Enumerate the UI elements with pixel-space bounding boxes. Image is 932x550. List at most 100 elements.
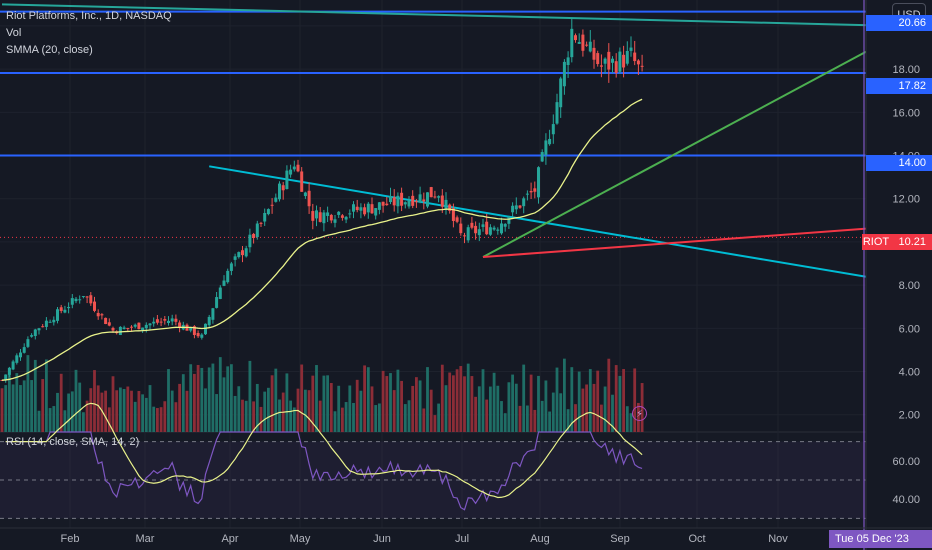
- volume-bar: [618, 375, 622, 432]
- volume-bar: [341, 407, 344, 432]
- volume-bar: [315, 365, 318, 432]
- volume-bar: [466, 363, 470, 432]
- volume-bar: [181, 374, 185, 432]
- volume-bar: [78, 382, 82, 432]
- candle-body: [237, 252, 241, 258]
- trendline: [209, 165, 891, 282]
- trendline: [1, 3, 932, 28]
- rsi-indicator-label[interactable]: RSI (14, close, SMA, 14, 2): [6, 436, 140, 448]
- candle-body: [625, 50, 629, 64]
- volume-bar: [137, 390, 141, 432]
- candle-body: [89, 295, 93, 304]
- volume-bar: [133, 401, 137, 432]
- volume-bar: [533, 409, 537, 432]
- candle-body: [133, 324, 137, 327]
- candle-body: [470, 222, 474, 228]
- candle-body: [370, 204, 374, 214]
- volume-bar: [304, 389, 307, 432]
- candle-body: [303, 192, 307, 197]
- candle-body: [381, 201, 385, 206]
- volume-bar: [452, 375, 455, 432]
- candle-body: [596, 53, 600, 65]
- volume-bar: [337, 385, 341, 432]
- candle-body: [85, 296, 89, 298]
- volume-bar: [440, 364, 444, 432]
- candle-body: [311, 211, 315, 221]
- volume-bar: [477, 386, 481, 432]
- volume-bar: [37, 410, 41, 432]
- candle-body: [492, 227, 496, 230]
- candle-body: [585, 44, 589, 46]
- candle-body: [540, 152, 544, 162]
- volume-bar: [311, 375, 315, 432]
- candle-body: [285, 170, 289, 190]
- volume-bar: [366, 367, 370, 432]
- volume-bar: [237, 386, 241, 432]
- candle-body: [385, 203, 389, 206]
- volume-bar: [115, 390, 119, 432]
- candle-body: [11, 361, 15, 370]
- candle-body: [496, 229, 500, 231]
- candle-body: [429, 187, 433, 198]
- volume-bar: [588, 369, 592, 432]
- candle-body: [522, 198, 526, 207]
- candle-body: [485, 221, 489, 235]
- candle-body: [52, 319, 56, 323]
- volume-bar: [174, 402, 178, 432]
- volume-bar: [496, 385, 500, 432]
- rsi-tick-label: 60.00: [892, 456, 920, 468]
- candle-body: [511, 205, 515, 213]
- candle-body: [359, 207, 363, 211]
- volume-bar: [233, 395, 237, 432]
- candle-body: [78, 299, 82, 301]
- candle-body: [451, 208, 455, 221]
- volume-bar: [74, 369, 78, 432]
- candle-body: [355, 206, 359, 211]
- volume-bar: [407, 400, 411, 432]
- candle-body: [537, 167, 540, 198]
- volume-bar: [193, 373, 196, 432]
- candle-body: [96, 312, 100, 317]
- volume-bar: [4, 385, 8, 432]
- volume-bar: [45, 359, 48, 432]
- volume-bar: [19, 385, 22, 432]
- volume-bar: [385, 376, 389, 432]
- volume-bar: [267, 387, 270, 432]
- candle-body: [67, 306, 71, 309]
- volume-bar: [422, 408, 426, 432]
- candle-body: [270, 204, 274, 206]
- candle-body: [503, 223, 507, 227]
- volume-bar: [429, 389, 433, 432]
- candle-body: [344, 216, 348, 220]
- volume-bar: [600, 404, 603, 432]
- candle-body: [141, 327, 145, 331]
- volume-bar: [563, 358, 566, 432]
- candle-body: [30, 335, 34, 337]
- volume-bar: [400, 380, 403, 432]
- volume-bar: [63, 410, 67, 432]
- candle-body: [196, 333, 200, 337]
- volume-bar: [278, 399, 281, 432]
- time-tick-label: Jun: [373, 533, 391, 545]
- volume-bar: [104, 390, 107, 432]
- candle-body: [192, 326, 196, 336]
- candle-body: [481, 224, 485, 227]
- candle-body: [274, 197, 278, 202]
- volume-bar: [511, 374, 514, 432]
- volume-bar: [352, 402, 355, 432]
- candle-body: [570, 28, 574, 58]
- candle-body: [167, 320, 170, 323]
- volume-bar: [96, 385, 100, 432]
- time-tick-label: Nov: [768, 533, 788, 545]
- candle-body: [7, 367, 11, 375]
- candle-body: [248, 234, 252, 248]
- lightning-icon[interactable]: ⚡: [632, 406, 647, 421]
- candle-body: [300, 171, 304, 192]
- volume-bar: [492, 372, 496, 432]
- volume-bar: [611, 394, 614, 432]
- volume-bar: [592, 383, 596, 432]
- candle-body: [603, 58, 607, 64]
- candle-body: [466, 227, 470, 241]
- volume-bar: [585, 384, 588, 432]
